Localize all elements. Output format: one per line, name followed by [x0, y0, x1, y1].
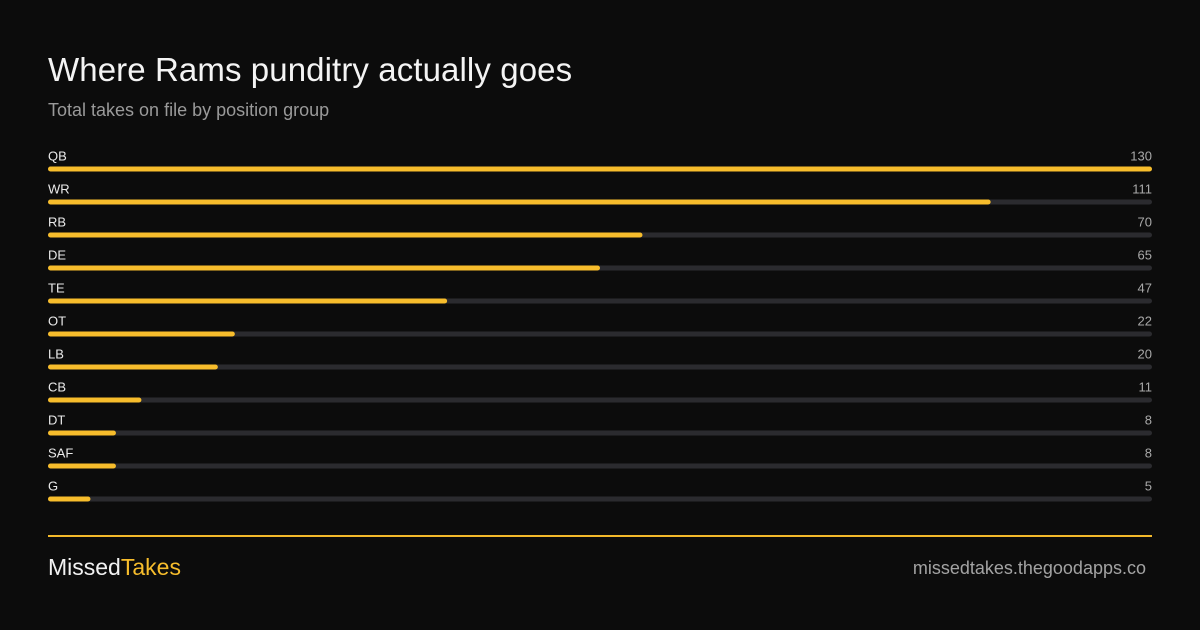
bar-qb [48, 166, 1152, 172]
chart-subtitle: Total takes on file by position group [48, 100, 330, 120]
brand-logo: MissedTakes [48, 553, 181, 581]
value-label-dt: 8 [1145, 412, 1152, 427]
value-label-rb: 70 [1138, 214, 1152, 229]
bar-ot [48, 331, 235, 337]
value-label-wr: 111 [1132, 181, 1152, 196]
bar-lb [48, 364, 218, 370]
brand-name-part1: Missed [48, 554, 121, 580]
value-label-cb: 11 [1139, 379, 1153, 394]
bar-rb [48, 232, 643, 238]
bar-track-g [48, 496, 1152, 502]
bar-cb [48, 397, 142, 403]
value-label-lb: 20 [1138, 346, 1152, 361]
category-label-dt: DT [48, 412, 65, 427]
bar-track-saf [48, 463, 1152, 469]
bar-track-ot [48, 331, 1152, 337]
bar-dt [48, 430, 116, 436]
bar-te [48, 298, 448, 304]
category-label-wr: WR [48, 181, 70, 196]
category-label-g: G [48, 478, 58, 493]
bar-track-dt [48, 430, 1152, 436]
value-label-qb: 130 [1130, 148, 1152, 163]
category-label-saf: SAF [48, 445, 73, 460]
value-label-ot: 22 [1138, 313, 1152, 328]
value-label-saf: 8 [1145, 445, 1152, 460]
bar-track-cb [48, 397, 1152, 403]
bar-wr [48, 199, 991, 205]
category-label-lb: LB [48, 346, 64, 361]
bar-track-lb [48, 364, 1152, 370]
site-url: missedtakes.thegoodapps.co [912, 558, 1146, 578]
category-label-rb: RB [48, 214, 66, 229]
chart-title: Where Rams punditry actually goes [48, 51, 573, 88]
bar-de [48, 265, 600, 271]
category-label-ot: OT [48, 313, 66, 328]
footer-divider [48, 535, 1152, 537]
bar-chart: QB 130 WR 111 RB 70 DE 65 TE 47 OT 22 LB 20 CB 11 DT 8 SAF… [48, 148, 1153, 502]
category-label-cb: CB [48, 379, 66, 394]
bar-saf [48, 463, 116, 469]
value-label-g: 5 [1145, 478, 1152, 493]
category-label-de: DE [48, 247, 66, 262]
bar-g [48, 496, 91, 502]
brand-name-part2: Takes [120, 554, 181, 580]
value-label-te: 47 [1138, 280, 1152, 295]
category-label-qb: QB [48, 148, 67, 163]
value-label-de: 65 [1138, 247, 1152, 262]
category-label-te: TE [48, 280, 65, 295]
